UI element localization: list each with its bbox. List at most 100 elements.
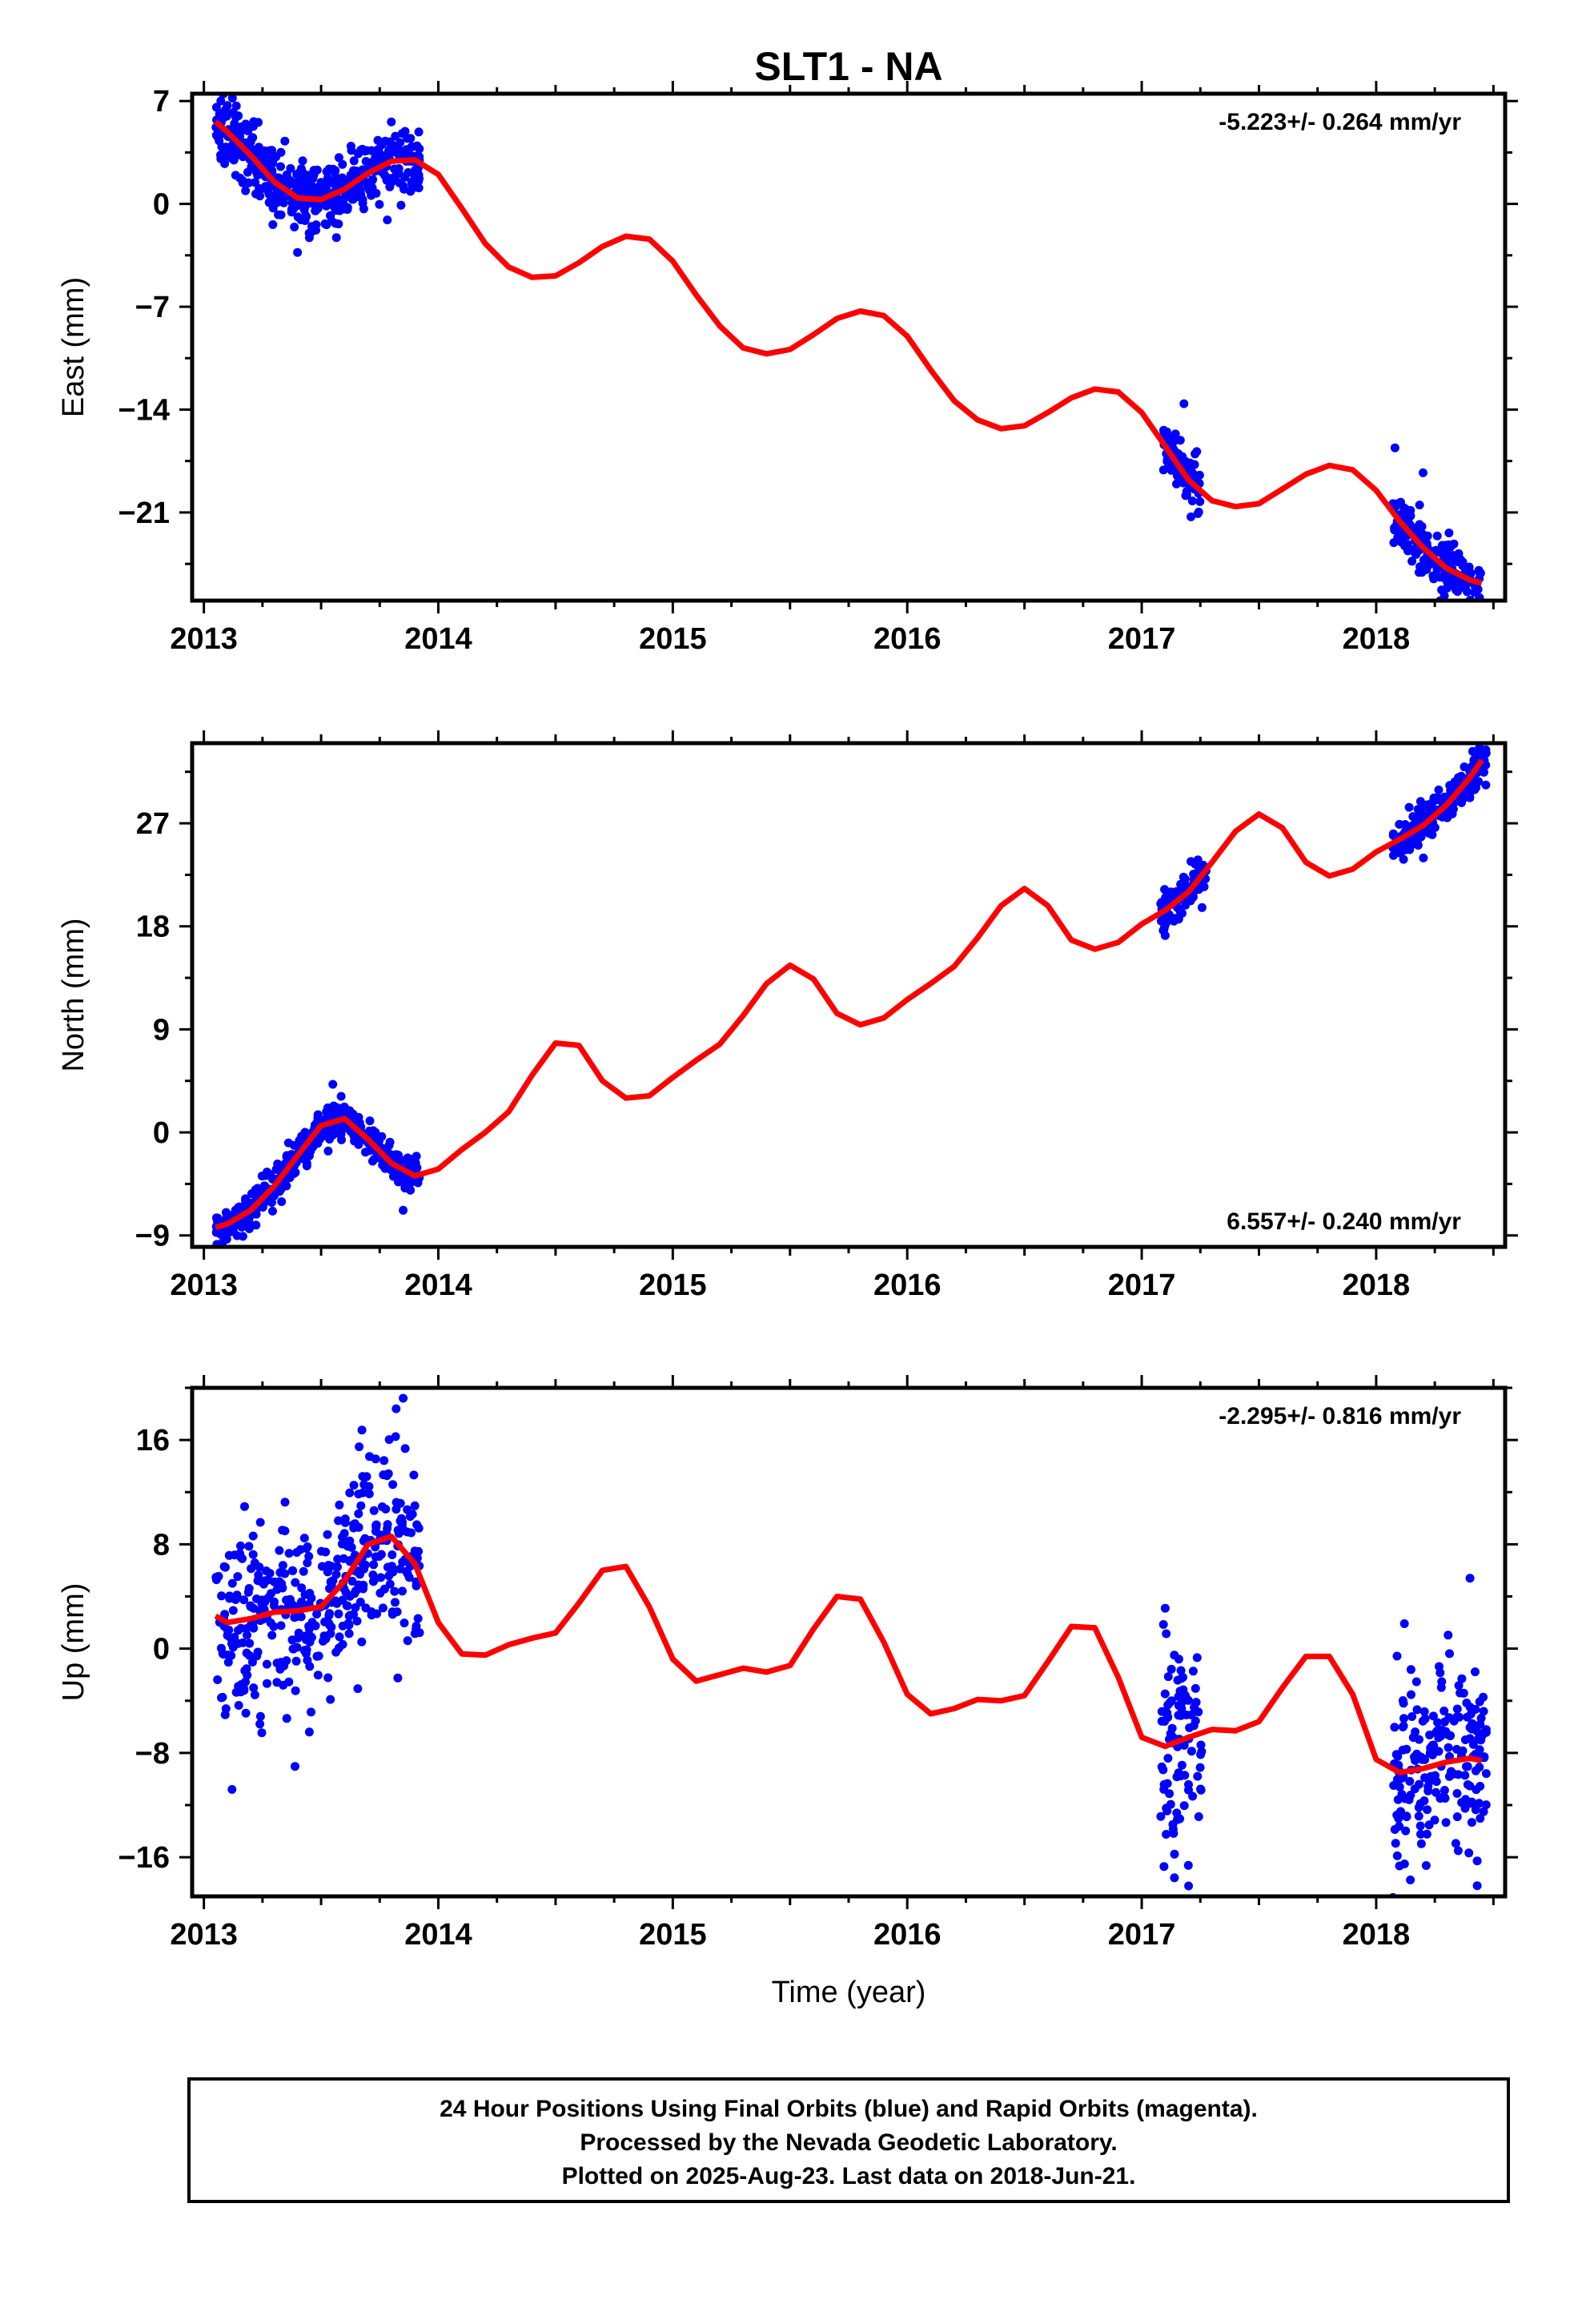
data-point bbox=[242, 1648, 251, 1658]
data-point bbox=[293, 247, 303, 257]
data-point bbox=[1192, 447, 1202, 456]
figure-title: SLT1 - NA bbox=[754, 44, 942, 89]
x-tick-label: 2013 bbox=[170, 1269, 238, 1302]
data-point bbox=[385, 1579, 395, 1589]
data-point bbox=[1410, 1784, 1419, 1794]
data-point bbox=[1437, 1677, 1447, 1687]
data-point bbox=[313, 1110, 323, 1120]
data-point bbox=[375, 199, 384, 209]
data-point bbox=[364, 1482, 374, 1491]
data-point bbox=[374, 146, 383, 155]
data-point bbox=[414, 127, 424, 137]
data-point bbox=[383, 215, 392, 225]
data-point bbox=[406, 134, 416, 143]
data-point bbox=[361, 1603, 371, 1613]
data-point bbox=[303, 1655, 312, 1665]
data-point bbox=[1399, 1714, 1408, 1723]
y-tick-label: 16 bbox=[136, 1424, 170, 1458]
data-point bbox=[395, 146, 404, 155]
data-point bbox=[241, 1677, 250, 1687]
x-tick-label: 2016 bbox=[873, 1269, 942, 1302]
data-point bbox=[1463, 587, 1472, 597]
data-point bbox=[385, 144, 395, 154]
data-point bbox=[354, 1580, 363, 1590]
data-point bbox=[288, 1644, 298, 1654]
data-point bbox=[1401, 505, 1411, 514]
data-point bbox=[298, 156, 307, 166]
east-y-axis-label: East (mm) bbox=[57, 277, 90, 417]
data-point bbox=[244, 1584, 254, 1593]
data-point bbox=[273, 1159, 283, 1168]
data-point bbox=[323, 1567, 332, 1577]
data-point bbox=[1459, 1688, 1468, 1698]
data-point bbox=[1167, 1723, 1177, 1733]
data-point bbox=[275, 1546, 284, 1555]
data-point bbox=[1179, 1740, 1189, 1750]
data-point bbox=[1405, 1776, 1415, 1786]
data-point bbox=[1412, 1705, 1422, 1715]
data-point bbox=[331, 233, 341, 243]
data-point bbox=[346, 171, 355, 180]
data-point bbox=[365, 1452, 374, 1462]
data-point bbox=[1422, 1829, 1431, 1839]
x-tick-label: 2018 bbox=[1343, 1918, 1411, 1952]
data-point bbox=[282, 1152, 291, 1161]
data-point bbox=[263, 186, 273, 195]
data-point bbox=[252, 1651, 262, 1661]
data-point bbox=[221, 1704, 231, 1714]
data-point bbox=[1432, 531, 1442, 541]
data-point bbox=[383, 1562, 392, 1572]
data-point bbox=[343, 1601, 352, 1610]
data-point bbox=[228, 1606, 238, 1615]
data-point bbox=[1463, 1780, 1472, 1789]
data-point bbox=[375, 1588, 385, 1598]
data-point bbox=[1468, 1739, 1478, 1749]
data-point bbox=[1416, 1839, 1426, 1848]
data-point bbox=[308, 174, 318, 183]
y-tick-label: −7 bbox=[135, 291, 170, 324]
data-point bbox=[325, 1609, 334, 1618]
data-point bbox=[388, 1480, 398, 1490]
data-point bbox=[387, 1610, 397, 1619]
data-point bbox=[1453, 587, 1463, 597]
data-point bbox=[1451, 1839, 1460, 1848]
data-point bbox=[1409, 839, 1419, 849]
data-point bbox=[275, 1577, 284, 1586]
data-point bbox=[1197, 1747, 1207, 1756]
data-point bbox=[371, 1521, 381, 1530]
data-point bbox=[292, 1548, 302, 1557]
data-point bbox=[366, 159, 375, 169]
data-point bbox=[282, 1714, 291, 1723]
data-point bbox=[354, 1509, 363, 1518]
data-point bbox=[1186, 1747, 1196, 1756]
data-point bbox=[1475, 1799, 1484, 1808]
data-point bbox=[289, 179, 299, 188]
data-point bbox=[1392, 1651, 1402, 1661]
data-point bbox=[414, 171, 424, 180]
data-point bbox=[402, 1566, 411, 1576]
data-point bbox=[317, 1562, 327, 1571]
data-point bbox=[211, 103, 221, 112]
data-point bbox=[215, 1228, 224, 1237]
data-point bbox=[268, 1206, 277, 1216]
data-point bbox=[1441, 1818, 1451, 1827]
data-point bbox=[276, 1621, 286, 1630]
data-point bbox=[1446, 786, 1456, 795]
data-point bbox=[1449, 1769, 1459, 1779]
data-point bbox=[219, 1562, 229, 1571]
x-tick-label: 2017 bbox=[1108, 1918, 1176, 1952]
data-point bbox=[227, 1578, 237, 1588]
data-point bbox=[1195, 470, 1204, 480]
data-point bbox=[1392, 1851, 1402, 1860]
data-point bbox=[334, 1516, 343, 1526]
data-point bbox=[1411, 1677, 1421, 1687]
data-point bbox=[1196, 1784, 1206, 1794]
data-point bbox=[385, 137, 395, 147]
y-tick-label: −16 bbox=[118, 1841, 170, 1875]
data-point bbox=[226, 1633, 235, 1642]
y-tick-label: 8 bbox=[153, 1528, 170, 1562]
data-point bbox=[324, 179, 333, 188]
data-point bbox=[289, 204, 299, 214]
data-point bbox=[291, 1686, 300, 1695]
data-point bbox=[1186, 857, 1196, 866]
